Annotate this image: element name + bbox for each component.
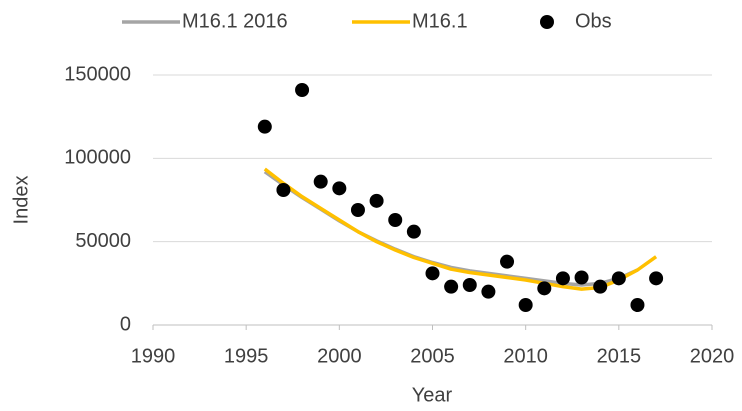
y-tick-label: 100000 <box>64 147 131 169</box>
data-point <box>257 119 272 134</box>
data-point <box>313 174 328 189</box>
data-point <box>276 183 291 197</box>
data-point <box>500 254 515 269</box>
y-axis-title: Index <box>10 176 32 225</box>
x-tick-label: 1995 <box>224 345 269 367</box>
x-tick-label: 2020 <box>690 345 735 367</box>
legend-swatch <box>540 15 554 29</box>
data-point <box>444 279 459 294</box>
legend-label: Obs <box>575 10 612 32</box>
x-tick-label: 2015 <box>597 345 642 367</box>
data-point <box>593 279 608 294</box>
data-point <box>649 271 664 286</box>
data-point <box>425 266 440 281</box>
data-point <box>630 298 645 312</box>
data-point <box>295 83 310 97</box>
legend-label: M16.1 <box>412 10 468 32</box>
y-tick-label: 150000 <box>64 63 131 85</box>
y-tick-label: 50000 <box>75 230 131 252</box>
series-line <box>263 167 658 291</box>
y-tick-label: 0 <box>120 313 131 335</box>
x-tick-label: 2005 <box>410 345 455 367</box>
data-point <box>332 181 347 196</box>
data-point <box>388 213 403 227</box>
data-point <box>537 281 552 296</box>
data-point <box>518 298 533 312</box>
data-point <box>574 270 589 285</box>
data-point <box>462 278 477 292</box>
data-point <box>350 203 365 217</box>
x-tick-label: 2000 <box>317 345 362 367</box>
data-point <box>555 271 570 286</box>
x-tick-label: 2010 <box>503 345 548 367</box>
x-axis-title: Year <box>412 384 453 406</box>
legend-label: M16.1 2016 <box>182 10 288 32</box>
x-tick-label: 1990 <box>131 345 176 367</box>
data-point <box>369 193 384 208</box>
data-point <box>406 224 421 239</box>
data-point <box>611 271 626 286</box>
data-point <box>481 284 496 299</box>
